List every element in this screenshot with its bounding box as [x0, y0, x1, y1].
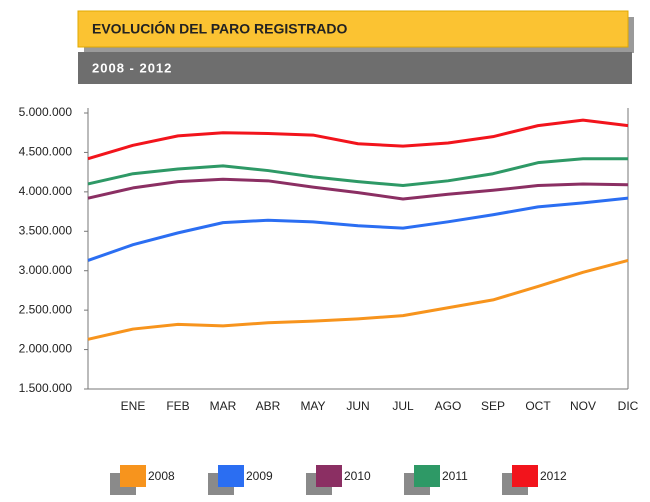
- x-tick-label: JUN: [346, 399, 369, 413]
- y-tick-label: 3.500.000: [19, 223, 73, 237]
- series-line: [87, 259, 629, 341]
- series-line: [87, 118, 629, 161]
- x-tick-label: MAR: [210, 399, 237, 413]
- x-tick-label: NOV: [570, 399, 596, 413]
- y-tick-label: 4.000.000: [19, 184, 73, 198]
- legend-swatch: [218, 465, 244, 487]
- x-tick-label: DIC: [618, 399, 639, 413]
- legend-label: 2008: [148, 469, 175, 483]
- y-tick-label: 3.000.000: [19, 263, 73, 277]
- subtitle-box: [78, 52, 632, 84]
- y-tick-label: 4.500.000: [19, 145, 73, 159]
- y-tick-label: 5.000.000: [19, 105, 73, 119]
- chart-subtitle: 2008 - 2012: [92, 60, 172, 75]
- y-tick-label: 1.500.000: [19, 381, 73, 395]
- legend-label: 2010: [344, 469, 371, 483]
- legend-label: 2011: [442, 469, 468, 483]
- x-tick-label: ABR: [256, 399, 281, 413]
- x-tick-label: MAY: [300, 399, 325, 413]
- x-tick-label: JUL: [392, 399, 414, 413]
- x-tick-label: SEP: [481, 399, 505, 413]
- legend-swatch: [414, 465, 440, 487]
- x-tick-label: OCT: [525, 399, 551, 413]
- series-line: [87, 157, 628, 188]
- x-tick-label: FEB: [166, 399, 189, 413]
- x-tick-label: ENE: [121, 399, 146, 413]
- series-line: [87, 177, 629, 201]
- series-line: [87, 196, 629, 262]
- legend-swatch: [316, 465, 342, 487]
- legend-swatch: [512, 465, 538, 487]
- y-tick-label: 2.500.000: [19, 302, 73, 316]
- legend-label: 2009: [246, 469, 273, 483]
- chart-title: EVOLUCIÓN DEL PARO REGISTRADO: [92, 20, 348, 37]
- title-box: [77, 10, 629, 48]
- legend-swatch: [120, 465, 146, 487]
- legend-label: 2012: [540, 469, 567, 483]
- y-tick-label: 2.000.000: [19, 342, 73, 356]
- x-tick-label: AGO: [435, 399, 462, 413]
